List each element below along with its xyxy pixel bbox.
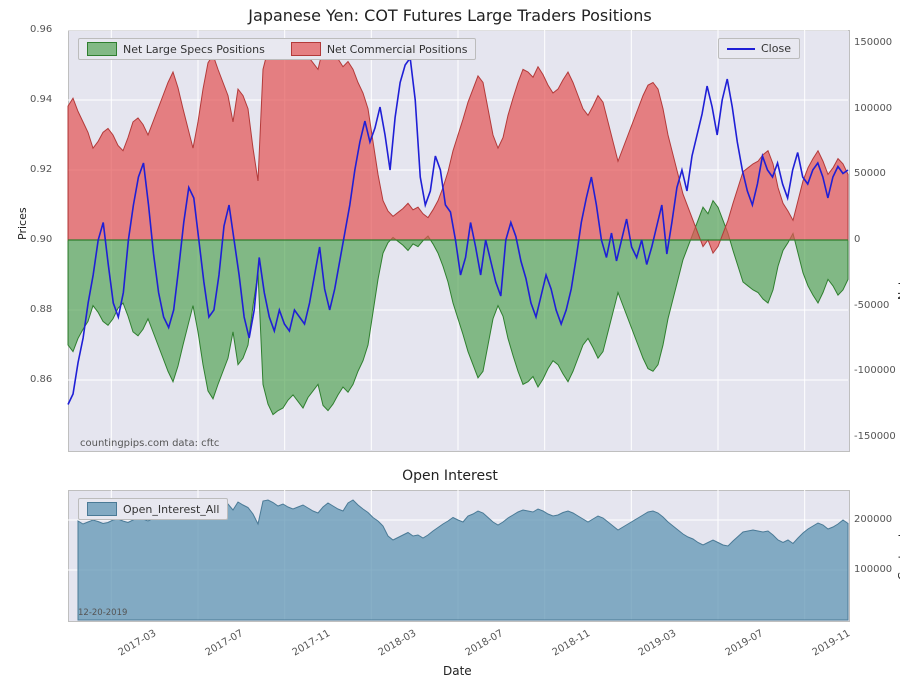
x-tick: 2017-07 xyxy=(204,628,246,658)
x-tick: 2018-07 xyxy=(464,628,506,658)
main-chart-title: Japanese Yen: COT Futures Large Traders … xyxy=(0,6,900,25)
date-annotation: 12-20-2019 xyxy=(78,608,127,618)
oi-chart-title: Open Interest xyxy=(0,468,900,484)
figure-root: Japanese Yen: COT Futures Large Traders … xyxy=(0,0,900,700)
close-line-series xyxy=(68,30,848,450)
x-tick: 2019-07 xyxy=(724,628,766,658)
x-tick: 2018-03 xyxy=(377,628,419,658)
y-right-tick: -100000 xyxy=(854,365,896,376)
legend-close-line: Close xyxy=(718,38,800,59)
oi-y-right-label: Contracts xyxy=(896,527,900,580)
y-left-tick: 0.86 xyxy=(30,374,52,385)
source-annotation: countingpips.com data: cftc xyxy=(80,438,219,449)
legend-area-series: Net Large Specs Positions Net Commercial … xyxy=(78,38,476,60)
y-right-tick: 150000 xyxy=(854,37,892,48)
legend-label: Open_Interest_All xyxy=(123,503,219,516)
x-tick: 2017-11 xyxy=(290,628,332,658)
y-right-tick: 50000 xyxy=(854,168,886,179)
y-right-tick: 100000 xyxy=(854,103,892,114)
y-left-label: Prices xyxy=(16,207,29,240)
x-tick: 2017-03 xyxy=(117,628,159,658)
y-left-tick: 0.88 xyxy=(30,304,52,315)
oi-y-right-tick: 100000 xyxy=(854,564,892,575)
legend-label: Close xyxy=(761,42,791,55)
y-right-label: Net Futures Contracts xyxy=(896,247,900,300)
y-left-tick: 0.92 xyxy=(30,164,52,175)
oi-y-right-tick: 200000 xyxy=(854,514,892,525)
x-tick: 2019-11 xyxy=(810,628,852,658)
legend-label: Net Commercial Positions xyxy=(327,43,468,56)
legend-label: Net Large Specs Positions xyxy=(123,43,265,56)
x-tick: 2019-03 xyxy=(637,628,679,658)
y-right-tick: -50000 xyxy=(854,300,889,311)
y-left-tick: 0.96 xyxy=(30,24,52,35)
legend-open-interest: Open_Interest_All xyxy=(78,498,228,520)
y-right-tick: 0 xyxy=(854,234,860,245)
x-axis-label: Date xyxy=(443,664,472,678)
y-right-tick: -150000 xyxy=(854,431,896,442)
y-left-tick: 0.94 xyxy=(30,94,52,105)
y-left-tick: 0.90 xyxy=(30,234,52,245)
x-tick: 2018-11 xyxy=(550,628,592,658)
